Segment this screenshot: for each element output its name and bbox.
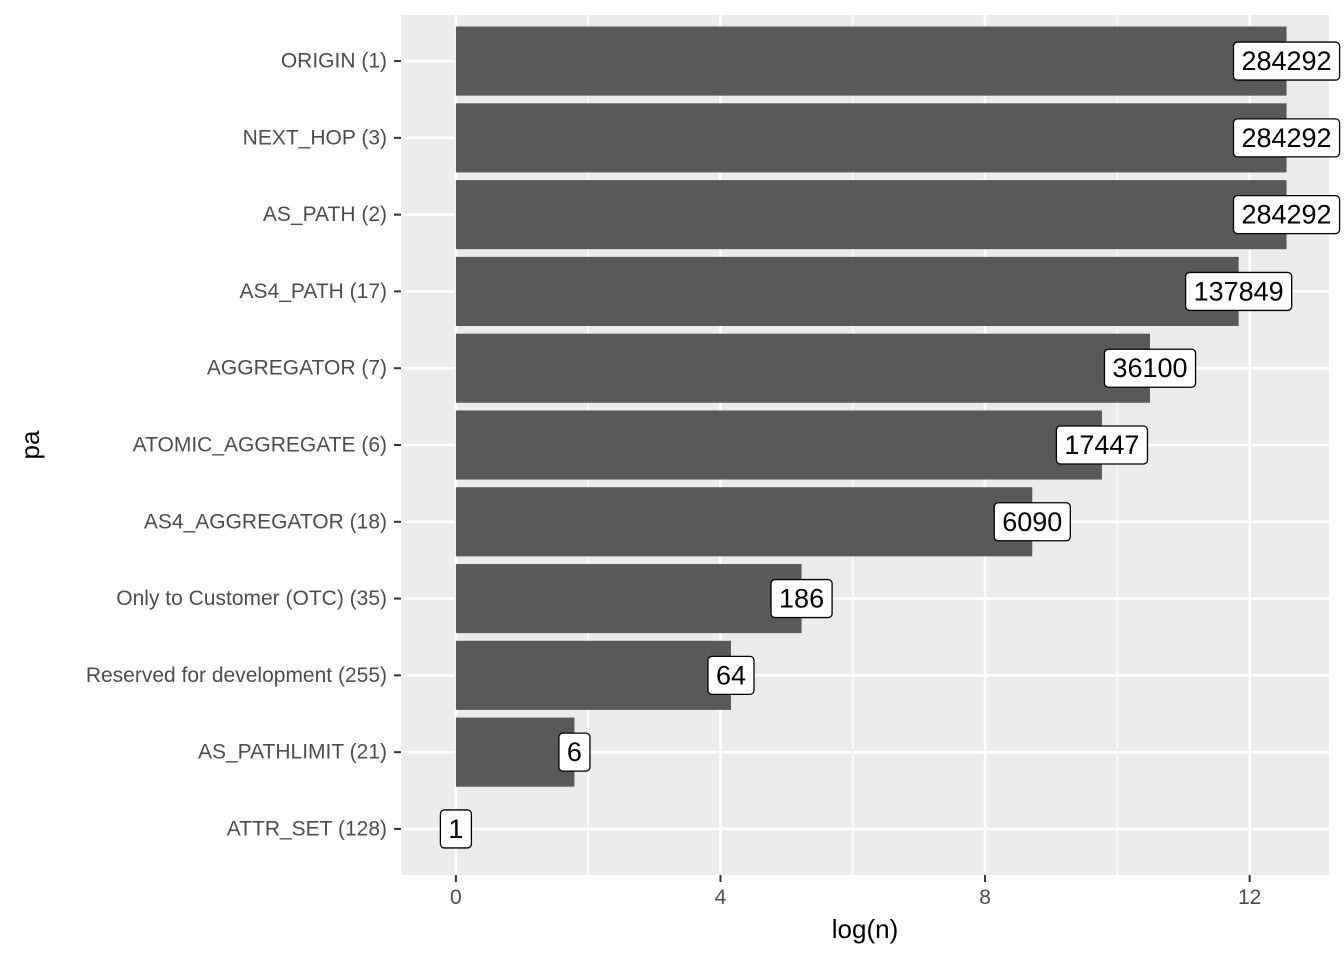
y-tick-label: AGGREGATOR (7) [207, 357, 387, 380]
data-label-box [1232, 194, 1341, 235]
y-tick-label: ORIGIN (1) [281, 50, 387, 73]
data-label-box [707, 655, 755, 696]
bar [455, 717, 575, 787]
data-label-box [1232, 118, 1341, 158]
data-label-box [1232, 41, 1341, 81]
y-axis-title: pa [15, 430, 45, 459]
data-label-text: 186 [779, 584, 824, 614]
y-tick-label: ATTR_SET (128) [227, 817, 387, 840]
x-axis-title: log(n) [832, 914, 898, 944]
bars [455, 26, 1287, 787]
data-label: 284292 [1232, 118, 1341, 158]
data-label-box [1103, 348, 1197, 388]
y-tick-label: AS4_PATH (17) [240, 280, 387, 303]
data-label-text: 137849 [1194, 276, 1284, 306]
x-axis: 0 4 8 12 [450, 875, 1261, 909]
data-label-text: 64 [716, 660, 746, 690]
bar [455, 256, 1239, 326]
data-label-text: 6090 [1002, 507, 1062, 537]
x-tick-label: 8 [979, 886, 991, 909]
y-tick-label: Only to Customer (OTC) (35) [116, 587, 387, 610]
bar [455, 640, 731, 710]
data-label-box [1055, 425, 1149, 465]
x-tick-label: 0 [450, 886, 462, 909]
data-label: 284292 [1232, 194, 1341, 235]
y-tick-label: NEXT_HOP (3) [243, 126, 387, 149]
data-label: 17447 [1055, 425, 1149, 465]
data-label: 6 [558, 732, 591, 772]
bar [455, 333, 1151, 403]
data-label: 186 [770, 578, 833, 619]
data-label-box [558, 732, 591, 772]
data-label-text: 284292 [1241, 200, 1331, 230]
data-label: 1 [439, 809, 473, 849]
y-tick-label: AS_PATHLIMIT (21) [198, 741, 387, 764]
data-label: 64 [707, 655, 755, 696]
data-label-text: 284292 [1241, 123, 1331, 153]
data-label-box [439, 809, 473, 849]
data-label-text: 6 [567, 737, 582, 767]
y-tick-label: ATOMIC_AGGREGATE (6) [133, 434, 387, 457]
data-label: 137849 [1184, 271, 1293, 312]
bar [455, 180, 1287, 250]
bar [455, 564, 802, 634]
x-tick-label: 4 [715, 886, 727, 909]
bar [455, 26, 1287, 96]
data-label: 284292 [1232, 41, 1341, 81]
bar [455, 487, 1033, 557]
x-tick-label: 12 [1238, 886, 1261, 909]
data-label: 6090 [993, 502, 1071, 542]
data-label-box [1184, 271, 1293, 312]
y-tick-label: Reserved for development (255) [86, 664, 387, 687]
data-label-text: 17447 [1064, 430, 1139, 460]
y-axis: ORIGIN (1) NEXT_HOP (3) AS_PATH (2) AS4_PAT… [86, 50, 401, 840]
y-tick-label: AS_PATH (2) [263, 203, 387, 226]
bar [455, 103, 1287, 173]
data-label-text: 284292 [1241, 46, 1331, 76]
data-label: 36100 [1103, 348, 1197, 388]
data-labels: 284292 284292 284292 137849 36100 17447 6090 18… [439, 41, 1341, 849]
data-label-box [770, 578, 833, 619]
y-tick-label: AS4_AGGREGATOR (18) [144, 510, 387, 533]
data-label-box [993, 502, 1071, 542]
data-label-text: 1 [448, 814, 463, 844]
bar [455, 410, 1102, 480]
data-label-text: 36100 [1112, 353, 1187, 383]
